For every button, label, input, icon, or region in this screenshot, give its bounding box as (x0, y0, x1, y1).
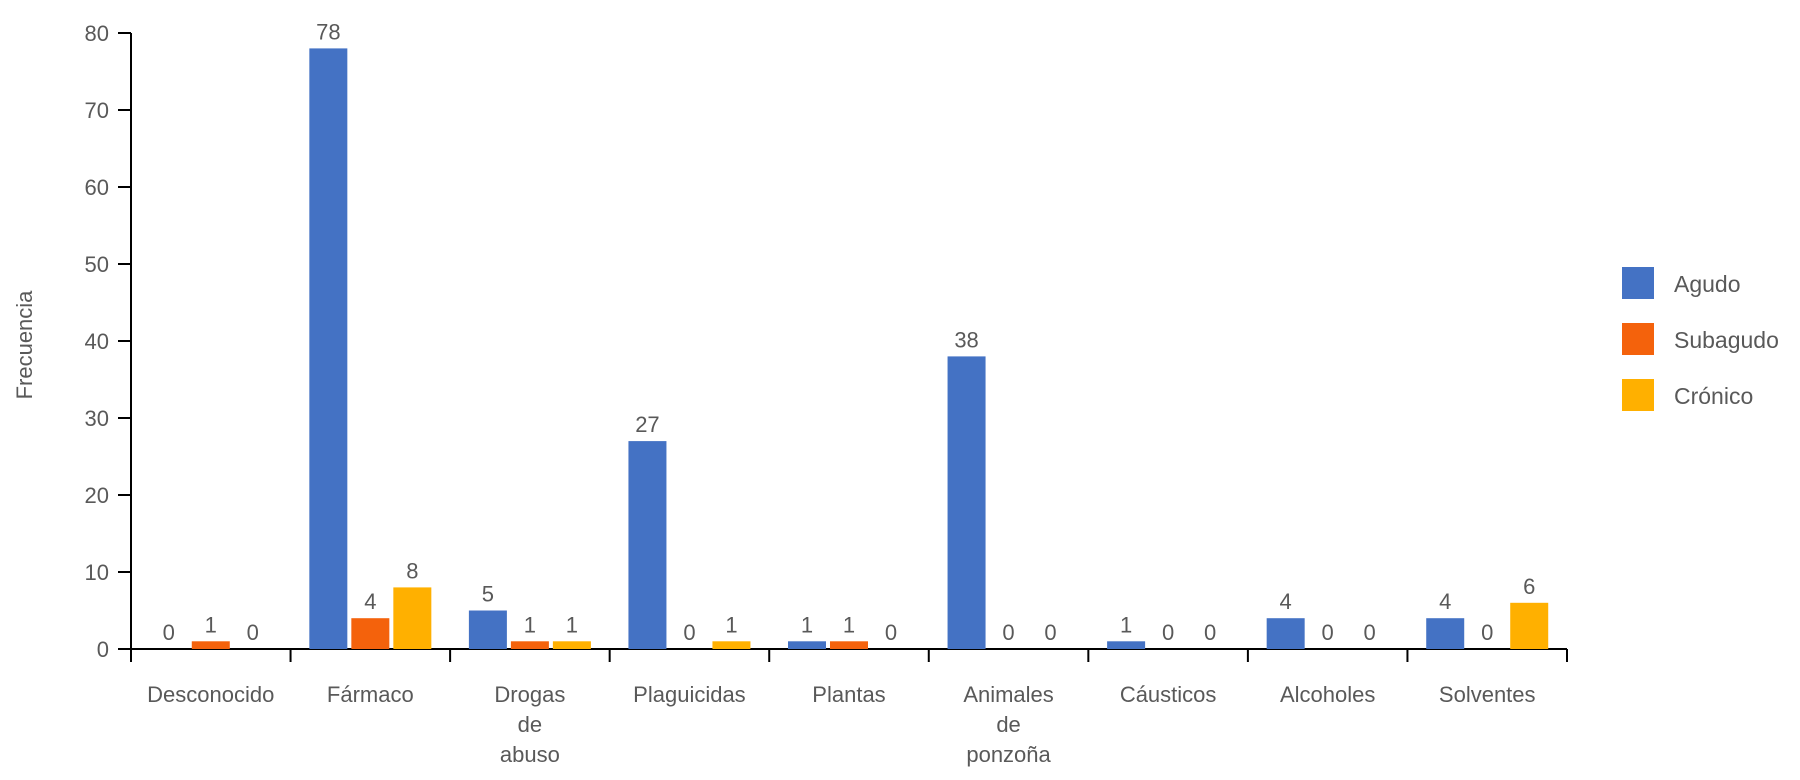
legend-label: Agudo (1674, 271, 1741, 297)
data-label: 1 (524, 612, 536, 637)
data-label: 78 (316, 19, 340, 44)
category-label: Plantas (812, 682, 885, 707)
category-label: de (996, 712, 1020, 737)
bar (1266, 618, 1305, 649)
bar (947, 356, 986, 649)
data-label: 1 (566, 612, 578, 637)
data-label: 0 (1002, 620, 1014, 645)
data-label: 5 (482, 582, 494, 607)
y-tick-label: 10 (85, 560, 109, 585)
data-label: 0 (1204, 620, 1216, 645)
bar (830, 641, 868, 649)
category-label: abuso (500, 742, 560, 767)
category-label: de (518, 712, 542, 737)
bar (1510, 602, 1549, 649)
category-label: Drogas (494, 682, 565, 707)
data-label: 0 (1481, 620, 1493, 645)
data-label: 4 (364, 589, 376, 614)
bar (309, 48, 348, 649)
data-label: 8 (406, 558, 418, 583)
y-tick-label: 30 (85, 406, 109, 431)
category-label: Animales (963, 682, 1053, 707)
data-label: 1 (843, 612, 855, 637)
y-axis: 0 10 20 30 40 50 60 70 80 (85, 21, 132, 662)
bar (788, 641, 826, 649)
data-label: 4 (1439, 589, 1451, 614)
data-label: 0 (247, 620, 259, 645)
bar (552, 641, 591, 649)
data-label: 1 (801, 612, 813, 637)
category-label: ponzoña (966, 742, 1051, 767)
data-label: 38 (954, 327, 978, 352)
data-label: 0 (163, 620, 175, 645)
data-label: 0 (1322, 620, 1334, 645)
bar (393, 587, 432, 649)
category-label: Desconocido (147, 682, 274, 707)
data-label: 0 (1364, 620, 1376, 645)
legend: Agudo Subagudo Crónico (1622, 267, 1779, 411)
bar (628, 441, 667, 649)
legend-label: Subagudo (1674, 327, 1779, 353)
category-label: Fármaco (327, 682, 414, 707)
data-label: 27 (635, 412, 659, 437)
data-label: 1 (725, 612, 737, 637)
y-tick-label: 0 (97, 637, 109, 662)
data-label: 0 (1162, 620, 1174, 645)
y-tick-label: 50 (85, 252, 109, 277)
y-tick-label: 70 (85, 98, 109, 123)
legend-swatch (1622, 379, 1654, 411)
y-tick-label: 20 (85, 483, 109, 508)
bar (712, 641, 751, 649)
legend-swatch (1622, 323, 1654, 355)
data-label: 6 (1523, 574, 1535, 599)
data-label: 0 (683, 620, 695, 645)
bars (191, 48, 1549, 649)
data-label: 0 (885, 620, 897, 645)
category-label: Cáusticos (1120, 682, 1217, 707)
y-tick-label: 40 (85, 329, 109, 354)
category-label: Solventes (1439, 682, 1536, 707)
data-label: 0 (1044, 620, 1056, 645)
y-tick-label: 60 (85, 175, 109, 200)
bar (468, 610, 507, 649)
bar (1426, 618, 1465, 649)
data-labels: 0 78 5 27 1 38 1 4 4 1 4 1 0 1 0 0 0 0 0 8 1 1 0 0 0 0 6 (163, 19, 1536, 645)
category-label: Alcoholes (1280, 682, 1375, 707)
data-label: 1 (205, 612, 217, 637)
bar (510, 641, 549, 649)
bar (191, 641, 230, 649)
y-axis-title: Frecuencia (12, 290, 37, 400)
legend-swatch (1622, 267, 1654, 299)
category-label: Plaguicidas (633, 682, 746, 707)
x-axis: Desconocido Fármaco Drogas de abuso Plaguicid… (130, 648, 1568, 767)
bar (1107, 641, 1146, 649)
data-label: 4 (1280, 589, 1292, 614)
y-tick-label: 80 (85, 21, 109, 46)
data-label: 1 (1120, 612, 1132, 637)
bar (351, 618, 390, 649)
legend-label: Crónico (1674, 383, 1753, 409)
